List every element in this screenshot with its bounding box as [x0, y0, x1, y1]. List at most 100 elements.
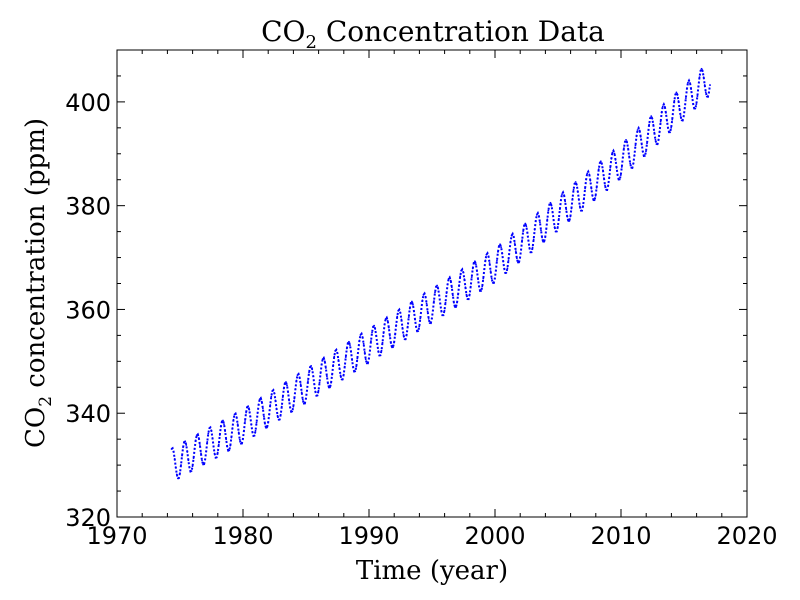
data-point [670, 126, 673, 129]
data-point [699, 69, 702, 72]
data-point [295, 379, 298, 382]
data-point [598, 162, 601, 164]
data-point [385, 316, 388, 319]
data-point [206, 440, 209, 443]
data-point [462, 271, 465, 274]
data-point [218, 434, 221, 436]
data-point [539, 221, 541, 224]
data-point [306, 389, 308, 392]
data-point [364, 358, 367, 361]
data-point [594, 194, 597, 197]
data-point [614, 158, 617, 161]
data-point [523, 224, 526, 227]
data-point [307, 380, 309, 382]
data-point [672, 109, 675, 111]
data-point [327, 382, 329, 385]
data-point [700, 67, 703, 70]
data-point [473, 260, 476, 263]
data-point [549, 201, 552, 204]
data-point [451, 294, 454, 297]
axis-ticks: 1970 1980 1990 2000 2010 2020 320 340 360 380 400 [65, 49, 778, 550]
data-point [190, 470, 193, 473]
data-point [192, 457, 195, 460]
data-point [520, 248, 522, 251]
svg-text:CO2 concentration (ppm): CO2 concentration (ppm) [21, 118, 56, 448]
data-point [679, 115, 682, 117]
data-point [667, 126, 669, 129]
data-point [666, 119, 668, 122]
data-point [247, 405, 250, 408]
data-point [538, 215, 540, 217]
data-point [251, 430, 254, 433]
svg-text:CO2 Concentration Data: CO2 Concentration Data [261, 15, 605, 53]
data-point [408, 307, 411, 310]
data-point [186, 451, 189, 453]
data-point [697, 85, 700, 88]
data-point [193, 447, 196, 450]
data-point [298, 376, 301, 379]
data-point [634, 144, 637, 147]
data-point [329, 386, 331, 389]
data-point [607, 184, 610, 187]
data-point [657, 138, 660, 141]
data-point [526, 231, 529, 234]
data-point [456, 301, 458, 304]
data-point [665, 112, 667, 114]
data-point [291, 410, 294, 413]
data-point [366, 362, 369, 365]
data-point [430, 317, 433, 320]
data-point [423, 292, 426, 295]
data-point [443, 309, 446, 312]
data-point [281, 396, 284, 398]
data-point [702, 76, 705, 79]
data-point [342, 373, 345, 376]
data-point [591, 194, 594, 197]
data-point [207, 432, 210, 435]
data-point [323, 360, 326, 363]
data-point [472, 261, 475, 264]
data-point [671, 118, 674, 121]
data-point [478, 285, 480, 288]
data-point [435, 285, 437, 288]
data-point [445, 292, 448, 294]
data-point [629, 162, 632, 165]
data-point [493, 277, 496, 280]
data-point [626, 141, 628, 144]
data-point [546, 218, 549, 221]
data-point [440, 309, 443, 312]
data-point [544, 236, 547, 239]
data-point [356, 357, 359, 360]
data-point [182, 446, 185, 449]
y-tick-label: 380 [65, 193, 111, 221]
data-point [248, 408, 251, 411]
data-point [496, 259, 498, 262]
data-point [205, 450, 208, 453]
data-point [471, 267, 474, 270]
data-point [453, 301, 455, 304]
data-point [278, 418, 281, 421]
data-point [255, 421, 258, 424]
data-point [550, 204, 553, 207]
data-point [648, 123, 651, 126]
data-point [392, 346, 394, 349]
data-point [405, 333, 408, 336]
data-point [222, 419, 224, 422]
data-point [300, 391, 303, 394]
data-point [695, 103, 698, 106]
data-point [547, 209, 550, 212]
data-point [652, 123, 655, 126]
data-point [689, 82, 691, 84]
data-point [308, 371, 310, 374]
data-point [573, 182, 576, 185]
data-point [498, 245, 500, 247]
data-point [574, 181, 577, 183]
data-point [402, 334, 405, 336]
data-point [578, 205, 581, 208]
data-point [515, 257, 518, 260]
data-point [377, 350, 380, 353]
data-point [530, 251, 533, 254]
data-point [407, 316, 410, 318]
data-point [338, 367, 341, 370]
data-point [628, 155, 631, 158]
